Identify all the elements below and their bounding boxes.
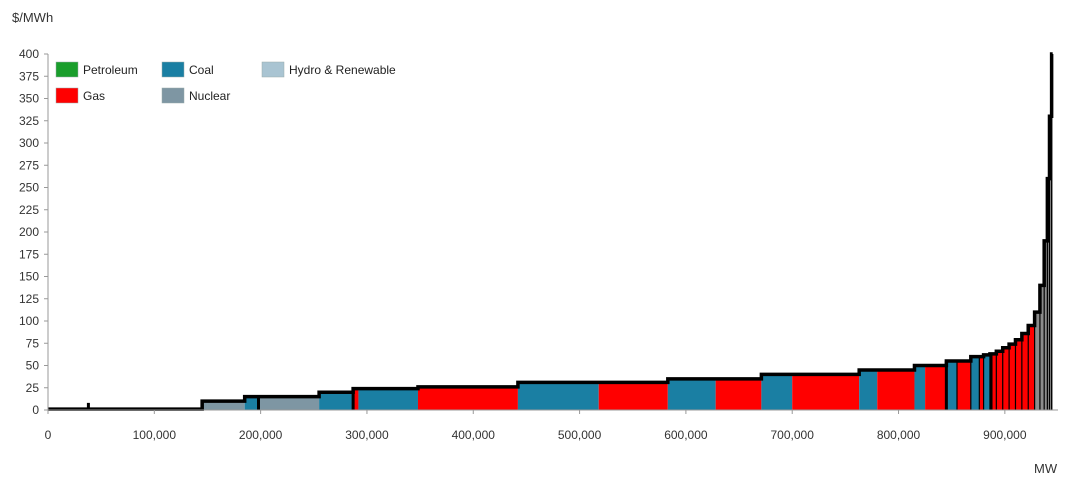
y-tick-label: 275: [19, 158, 39, 172]
tick-layer: 0 25 50 75 100 125 150 175 200 225 250 275 300 325 350…: [19, 47, 1027, 442]
supply-segment-gas: [792, 374, 860, 410]
x-tick-label: 700,000: [771, 428, 815, 442]
supply-segment-gas: [417, 386, 518, 410]
legend-label: Nuclear: [189, 89, 230, 103]
y-tick-label: 200: [19, 225, 39, 239]
y-tick-label: 50: [26, 359, 40, 373]
x-tick-label: 100,000: [133, 428, 177, 442]
y-tick-label: 250: [19, 181, 39, 195]
x-axis-title: MW: [1034, 461, 1058, 476]
y-tick-label: 100: [19, 314, 39, 328]
supply-segment-gas: [979, 356, 984, 410]
x-tick-label: 900,000: [983, 428, 1027, 442]
y-tick-label: 350: [19, 92, 39, 106]
supply-segment-gas: [1015, 339, 1022, 410]
legend: Petroleum Gas Coal Nuclear Hydro & Renewable: [55, 61, 396, 104]
y-tick-label: 325: [19, 114, 39, 128]
y-tick-label: 175: [19, 247, 39, 261]
supply-segment-coal: [244, 396, 259, 410]
supply-segment-gas: [877, 369, 915, 410]
supply-segment-other: [1047, 178, 1050, 410]
y-tick-label: 150: [19, 270, 39, 284]
supply-segment-other: [1039, 285, 1045, 410]
legend-label: Hydro & Renewable: [289, 63, 396, 77]
legend-label: Gas: [83, 89, 105, 103]
supply-segment-coal: [914, 365, 926, 410]
supply-segment-gas: [996, 351, 1003, 410]
supply-segment-gas: [1002, 347, 1010, 410]
y-tick-label: 300: [19, 136, 39, 150]
supply-curve-line: [48, 52, 1054, 411]
supply-segment-other: [1034, 312, 1040, 410]
supply-segment-coal: [859, 369, 878, 410]
x-tick-label: 200,000: [239, 428, 283, 442]
legend-swatch: [161, 61, 185, 78]
supply-segment-gas: [1009, 344, 1016, 410]
supply-segment-nuclear: [258, 396, 320, 410]
legend-swatch: [161, 87, 185, 104]
supply-segment-gas: [957, 361, 971, 410]
supply-segment-gas: [1028, 325, 1035, 410]
x-tick-label: 400,000: [452, 428, 496, 442]
supply-segment-gas: [353, 388, 359, 410]
legend-item-petroleum: Petroleum: [55, 61, 138, 78]
supply-segment-gas: [715, 378, 762, 410]
curve-layer: [48, 52, 1054, 411]
supply-segment-gas: [989, 353, 997, 410]
legend-item-nuclear: Nuclear: [161, 87, 230, 104]
supply-segment-coal: [517, 382, 599, 410]
x-tick-label: 500,000: [558, 428, 602, 442]
supply-segment-gas: [598, 382, 668, 410]
y-tick-label: 0: [32, 403, 39, 417]
supply-segment-coal: [319, 392, 354, 410]
legend-swatch: [55, 87, 79, 104]
x-tick-label: 300,000: [345, 428, 389, 442]
supply-segment-gas: [1021, 333, 1029, 410]
legend-swatch: [55, 61, 79, 78]
legend-label: Petroleum: [83, 63, 138, 77]
supply-segment-other: [1049, 116, 1052, 411]
supply-segment-nuclear: [207, 401, 245, 410]
supply-segment-coal: [983, 354, 990, 410]
supply-segment-coal: [946, 361, 957, 410]
supply-segment-coal: [667, 378, 716, 410]
x-tick-label: 0: [45, 428, 52, 442]
x-tick-label: 600,000: [664, 428, 708, 442]
legend-item-hydro-renewable: Hydro & Renewable: [261, 61, 396, 78]
y-tick-label: 400: [19, 47, 39, 61]
legend-label: Coal: [189, 63, 214, 77]
y-axis-title: $/MWh: [12, 10, 53, 25]
supply-segment-coal: [358, 388, 418, 410]
legend-item-gas: Gas: [55, 87, 105, 104]
fill-layer: [48, 54, 1053, 411]
y-tick-label: 375: [19, 69, 39, 83]
legend-item-coal: Coal: [161, 61, 214, 78]
supply-segment-gas: [925, 365, 947, 410]
supply-segment-coal: [761, 374, 793, 410]
axes-layer: [47, 54, 1058, 411]
y-tick-label: 75: [26, 336, 40, 350]
supply-segment-other: [1044, 240, 1048, 410]
y-tick-label: 225: [19, 203, 39, 217]
y-tick-label: 125: [19, 292, 39, 306]
supply-segment-coal: [970, 356, 980, 410]
legend-swatch: [261, 61, 285, 78]
x-tick-label: 800,000: [877, 428, 921, 442]
supply-segment-nuclear: [202, 401, 208, 410]
y-tick-label: 25: [26, 381, 40, 395]
